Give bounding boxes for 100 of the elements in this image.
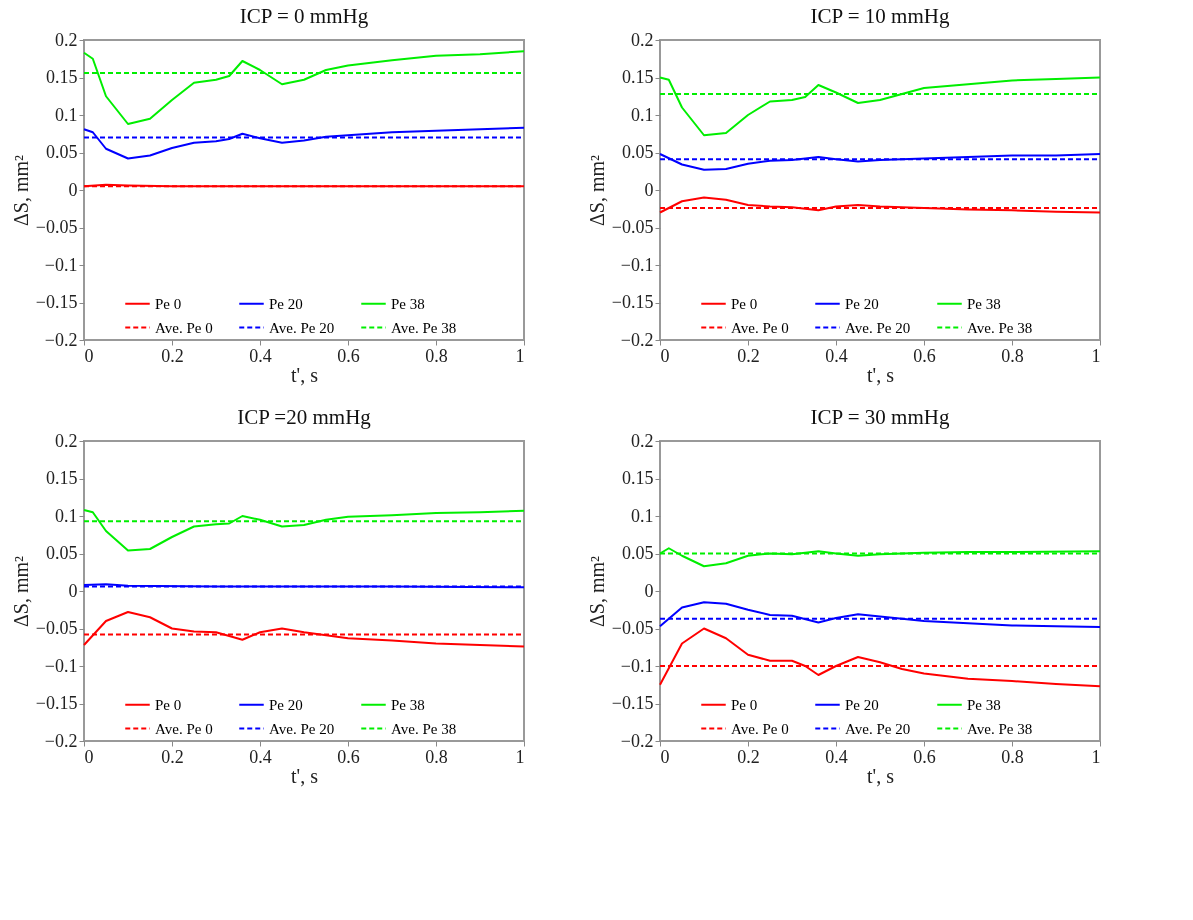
y-tick-label: −0.05 [35,217,78,237]
line-series [659,153,1101,171]
y-tick-label: −0.05 [611,217,654,237]
legend-label: Ave. Pe 0 [155,319,213,336]
x-axis-title: t', s [291,764,319,787]
x-tick-label: 0.2 [161,746,184,767]
y-tick-label: 0.2 [631,29,654,50]
line-series [83,126,525,160]
line-series [659,601,1101,628]
x-tick-label: 0 [660,746,670,767]
y-tick-label: 0 [644,580,654,601]
y-tick-label: 0.2 [55,29,78,50]
y-tick-label: −0.15 [35,292,78,312]
y-tick-label: 0.15 [46,67,78,87]
y-tick-label: −0.05 [611,618,654,638]
x-tick-label: 0.8 [425,345,448,366]
chart-title: ICP = 10 mmHg [810,4,950,28]
legend-label: Ave. Pe 20 [845,720,911,737]
y-tick-label: 0 [68,580,78,601]
y-tick-label: 0.2 [55,430,78,451]
legend-label: Ave. Pe 38 [967,319,1033,336]
legend-label: Pe 20 [269,696,303,713]
x-tick-label: 0 [660,345,670,366]
legend-label: Ave. Pe 38 [391,319,457,336]
x-tick-label: 0.2 [737,345,760,366]
legend-label: Pe 38 [391,696,425,713]
x-tick-label: 0 [84,345,94,366]
y-tick-label: 0.1 [55,505,78,526]
y-tick-label: −0.2 [44,730,78,751]
y-tick-label: −0.2 [620,730,654,751]
y-axis-title: ΔS, mm² [585,555,608,628]
legend-label: Pe 0 [155,295,182,312]
y-tick-label: 0.15 [622,468,654,488]
legend-label: Ave. Pe 0 [731,720,789,737]
y-axis-title: ΔS, mm² [9,555,32,628]
y-tick-label: −0.15 [611,292,654,312]
chart-title: ICP =20 mmHg [237,405,372,429]
legend-label: Ave. Pe 20 [845,319,911,336]
y-tick-label: 0.05 [622,543,654,563]
legend-label: Pe 20 [269,295,303,312]
line-series [83,509,525,552]
x-tick-label: 0.6 [337,345,360,366]
legend-label: Ave. Pe 20 [269,720,335,737]
y-tick-label: −0.15 [611,693,654,713]
x-tick-label: 0.4 [249,345,272,366]
x-tick-label: 0.4 [825,746,848,767]
line-series [659,76,1101,137]
x-tick-label: 0.6 [337,746,360,767]
x-tick-label: 0.6 [913,345,936,366]
legend-label: Pe 38 [391,295,425,312]
y-tick-label: 0.05 [46,142,78,162]
y-tick-label: 0.15 [622,67,654,87]
y-axis-title: ΔS, mm² [9,154,32,227]
x-tick-label: 0.4 [825,345,848,366]
line-series [659,196,1101,214]
x-tick-label: 0.6 [913,746,936,767]
legend-label: Pe 0 [731,696,758,713]
line-series [659,627,1101,688]
legend-label: Pe 0 [155,696,182,713]
x-tick-label: 1 [1091,345,1101,366]
x-tick-label: 0.8 [425,746,448,767]
x-tick-label: 1 [515,746,525,767]
chart-title: ICP = 30 mmHg [810,405,950,429]
x-tick-label: 1 [1091,746,1101,767]
legend-label: Pe 38 [967,696,1001,713]
y-tick-label: 0.2 [631,430,654,451]
x-axis-title: t', s [291,363,319,386]
y-tick-label: −0.1 [620,254,654,275]
y-tick-label: −0.05 [35,618,78,638]
x-tick-label: 0.4 [249,746,272,767]
legend-label: Ave. Pe 38 [391,720,457,737]
x-tick-label: 0.8 [1001,746,1024,767]
legend-label: Ave. Pe 0 [155,720,213,737]
y-tick-label: −0.2 [620,329,654,350]
legend-label: Ave. Pe 20 [269,319,335,336]
y-tick-label: −0.1 [620,655,654,676]
x-tick-label: 1 [515,345,525,366]
y-tick-label: −0.1 [44,254,78,275]
x-axis-title: t', s [867,363,895,386]
x-tick-label: 0.2 [161,345,184,366]
y-tick-label: 0.1 [55,104,78,125]
legend-label: Pe 38 [967,295,1001,312]
x-tick-label: 0.2 [737,746,760,767]
chart-title: ICP = 0 mmHg [239,4,369,28]
x-tick-label: 0 [84,746,94,767]
x-tick-label: 0.8 [1001,345,1024,366]
x-axis-title: t', s [867,764,895,787]
y-tick-label: 0.1 [631,104,654,125]
y-tick-label: 0.05 [622,142,654,162]
y-axis-title: ΔS, mm² [585,154,608,227]
y-tick-label: −0.2 [44,329,78,350]
y-tick-label: 0.05 [46,543,78,563]
line-series [83,50,525,125]
y-tick-label: 0 [644,179,654,200]
legend-label: Ave. Pe 0 [731,319,789,336]
legend-label: Ave. Pe 38 [967,720,1033,737]
y-tick-label: −0.1 [44,655,78,676]
line-series [83,611,525,648]
y-tick-label: −0.15 [35,693,78,713]
legend-label: Pe 20 [845,295,879,312]
